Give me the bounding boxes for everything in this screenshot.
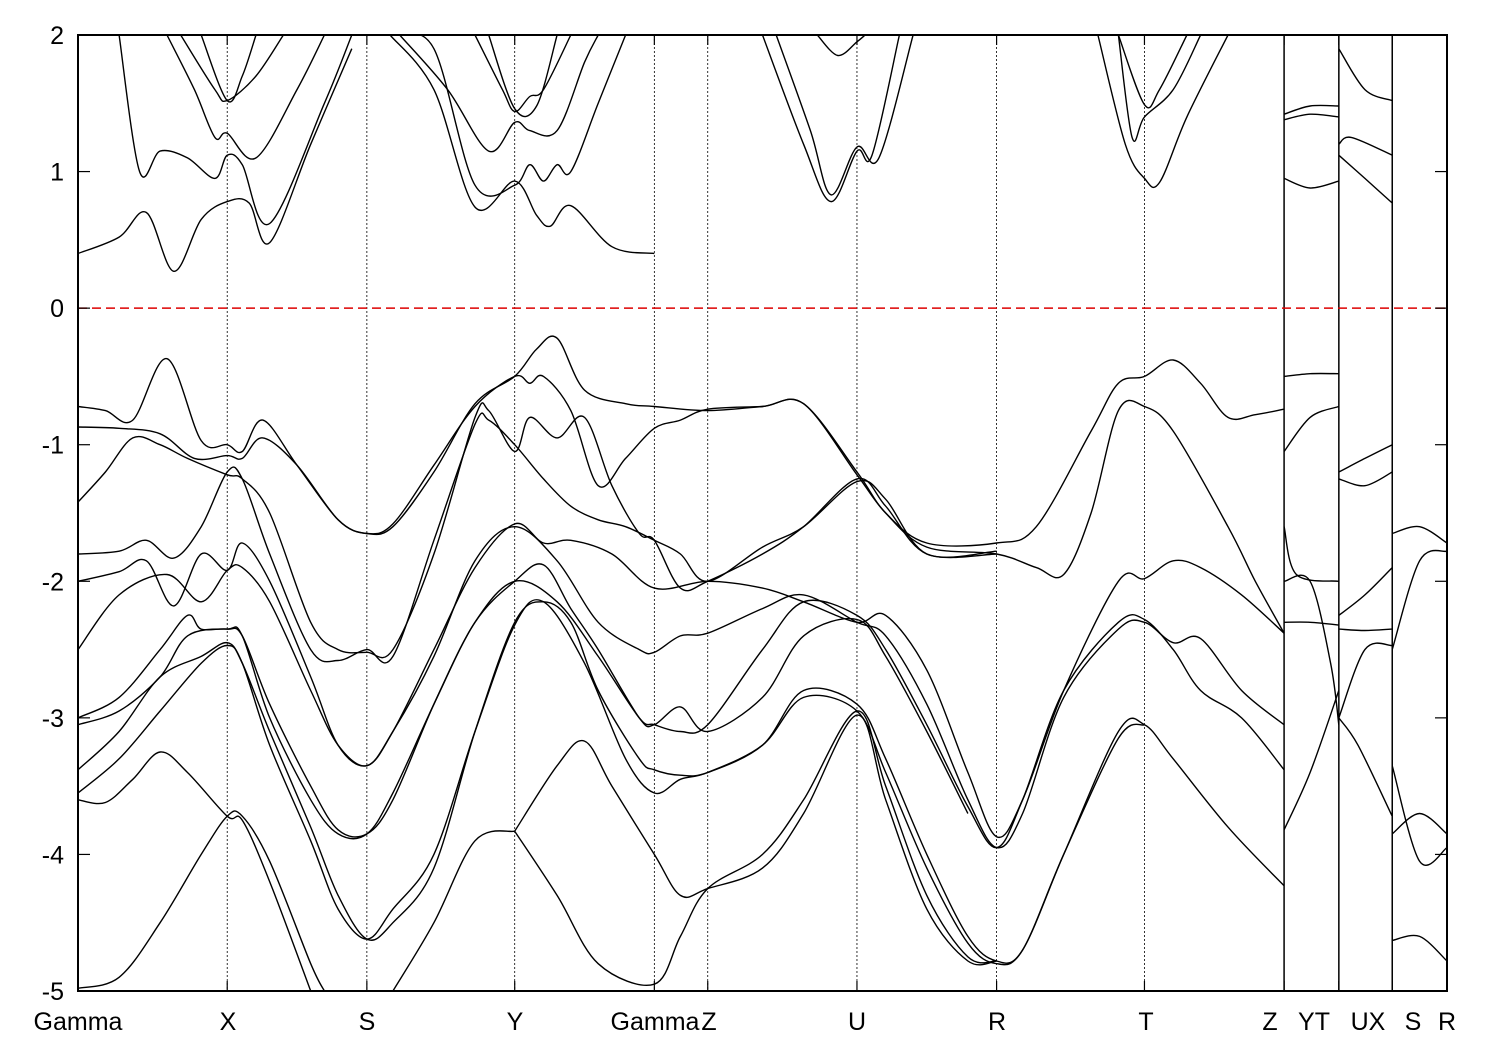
x-tick-label-11: UX (1351, 1008, 1386, 1036)
band-line-4 (200, 35, 257, 103)
band-line-32 (78, 751, 312, 991)
y-axis: -5 -4 -3 -2 -1 0 1 2 (42, 22, 1447, 1006)
band-series (78, 35, 1447, 991)
band-line-47 (1338, 642, 1393, 719)
y-tick-label-3: -2 (42, 568, 64, 596)
band-line-14 (1117, 35, 1202, 142)
band-line-1 (118, 35, 353, 226)
band-line-16 (1283, 104, 1339, 115)
y-tick-label-0: -5 (42, 978, 64, 1006)
band-line-31 (78, 598, 1145, 966)
band-line-29 (78, 563, 969, 840)
band-line-44 (1338, 471, 1393, 487)
band-line-33 (78, 810, 326, 991)
band-line-21 (1338, 154, 1393, 204)
band-line-49 (1391, 525, 1447, 544)
band-line-43 (1338, 444, 1393, 473)
y-tick-label-2: -3 (42, 705, 64, 733)
band-line-42 (1283, 574, 1340, 725)
band-line-37 (1284, 372, 1339, 378)
band-line-38 (1283, 405, 1340, 452)
x-tick-label-2: S (359, 1008, 376, 1036)
x-tick-label-6: U (848, 1008, 866, 1036)
band-line-51 (1391, 765, 1447, 866)
band-line-19 (1338, 48, 1393, 102)
band-line-36 (514, 714, 997, 966)
band-line-0 (78, 48, 353, 272)
band-line-52 (1391, 812, 1447, 835)
x-tick-label-1: X (220, 1008, 237, 1036)
band-line-27 (78, 526, 1285, 849)
band-line-9 (488, 35, 558, 118)
band-line-53 (1392, 934, 1447, 962)
band-line-13 (1117, 35, 1188, 109)
band-line-22 (78, 335, 1285, 547)
band-line-11 (775, 35, 914, 196)
kpoint-grid-lines (226, 35, 1393, 991)
x-tick-label-0: Gamma (34, 1008, 123, 1036)
band-line-15 (1097, 35, 1229, 189)
x-tick-label-13: R (1438, 1008, 1456, 1036)
x-tick-label-5: Z (701, 1008, 716, 1036)
band-line-8 (474, 35, 572, 113)
band-line-39 (1283, 526, 1339, 582)
y-tick-label-5: 0 (50, 295, 64, 323)
band-line-23 (78, 374, 1285, 634)
band-line-41 (1283, 690, 1340, 831)
x-axis: Gamma X S Y Gamma Z U R T Z YT UX S R (34, 35, 1456, 1036)
y-tick-label-6: 1 (50, 159, 64, 187)
band-line-35 (514, 710, 997, 986)
band-line-5 (389, 35, 655, 255)
y-tick-label-7: 2 (50, 22, 64, 50)
band-line-34 (392, 830, 515, 991)
y-tick-label-1: -4 (42, 841, 64, 869)
band-line-50 (1391, 549, 1447, 650)
band-line-3 (180, 35, 284, 103)
plot-frame (77, 34, 1448, 992)
band-line-7 (399, 35, 599, 153)
band-line-18 (1283, 177, 1339, 189)
x-tick-label-9: Z (1262, 1008, 1277, 1036)
band-line-10 (761, 35, 901, 203)
band-line-6 (395, 35, 627, 197)
band-line-24 (78, 402, 997, 659)
band-line-46 (1338, 628, 1393, 632)
band-line-40 (1284, 621, 1339, 626)
band-line-12 (816, 35, 866, 57)
x-tick-label-12: S (1405, 1008, 1422, 1036)
band-line-45 (1338, 567, 1393, 616)
band-line-30 (78, 601, 1285, 964)
x-tick-label-4: Gamma (611, 1008, 700, 1036)
x-tick-label-10: YT (1298, 1008, 1330, 1036)
band-line-26 (78, 522, 1285, 839)
band-line-2 (166, 35, 326, 160)
x-tick-label-8: T (1138, 1008, 1153, 1036)
x-tick-label-3: Y (507, 1008, 524, 1036)
band-line-25 (78, 412, 997, 664)
x-tick-label-7: R (988, 1008, 1006, 1036)
y-tick-label-4: -1 (42, 432, 64, 460)
band-line-20 (1338, 136, 1393, 156)
band-line-17 (1283, 113, 1339, 121)
band-line-48 (1338, 717, 1393, 817)
